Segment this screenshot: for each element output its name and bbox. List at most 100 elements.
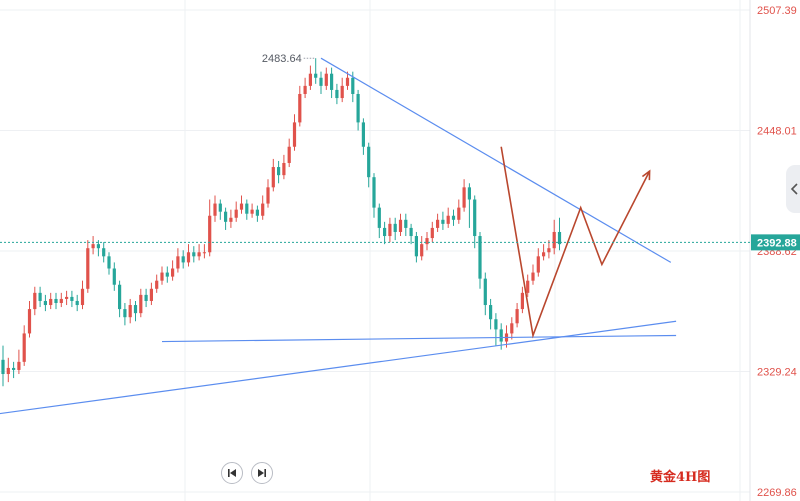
candle-3 bbox=[17, 349, 21, 375]
candle-body-17 bbox=[91, 244, 95, 249]
candle-body-84 bbox=[446, 215, 450, 224]
candle-16 bbox=[86, 240, 90, 293]
candle-body-105 bbox=[557, 231, 562, 245]
candle-body-49 bbox=[261, 203, 265, 216]
candle-92 bbox=[489, 298, 493, 330]
candle-body-5 bbox=[27, 309, 32, 334]
candle-17 bbox=[91, 236, 95, 255]
candle-101 bbox=[536, 248, 540, 277]
skip-back-icon bbox=[228, 469, 236, 477]
high-marker: 2483.64 bbox=[262, 53, 316, 65]
y-tick-label-1: 2448.01 bbox=[757, 125, 797, 137]
candle-body-100 bbox=[531, 272, 535, 281]
candle-98 bbox=[520, 286, 524, 314]
candle-body-18 bbox=[96, 244, 100, 249]
candle-body-4 bbox=[22, 333, 26, 362]
candle-89 bbox=[473, 195, 477, 249]
candle-body-79 bbox=[420, 244, 424, 257]
candle-body-45 bbox=[239, 203, 244, 210]
candle-69 bbox=[367, 142, 371, 188]
projection-arrowhead bbox=[641, 169, 651, 181]
candle-body-31 bbox=[165, 272, 169, 277]
y-tick-label-3: 2329.24 bbox=[757, 367, 797, 379]
candle-body-88 bbox=[467, 187, 471, 200]
candle-65 bbox=[345, 71, 350, 90]
candle-body-19 bbox=[102, 248, 106, 257]
candle-body-37 bbox=[197, 252, 201, 257]
candle-70 bbox=[372, 173, 376, 218]
candle-6 bbox=[33, 286, 37, 316]
candle-53 bbox=[282, 154, 286, 180]
candle-10 bbox=[54, 292, 58, 310]
candle-body-0 bbox=[1, 359, 5, 375]
last-price-marker: 2392.88 bbox=[0, 234, 800, 251]
last-price-badge bbox=[751, 234, 800, 251]
candle-body-16 bbox=[86, 248, 90, 289]
candle-72 bbox=[383, 221, 387, 245]
candle-59 bbox=[314, 58, 318, 84]
candle-45 bbox=[239, 195, 244, 214]
last-price-value: 2392.88 bbox=[757, 237, 797, 249]
candle-93 bbox=[494, 313, 498, 346]
candle-body-70 bbox=[372, 177, 376, 208]
candle-47 bbox=[250, 203, 254, 218]
candle-74 bbox=[393, 217, 397, 241]
candle-73 bbox=[388, 217, 392, 243]
candle-body-60 bbox=[319, 77, 323, 86]
candle-body-83 bbox=[441, 219, 445, 224]
candle-body-78 bbox=[414, 236, 418, 257]
candle-14 bbox=[75, 294, 79, 312]
scroll-back-button[interactable] bbox=[221, 462, 243, 484]
candle-body-98 bbox=[520, 292, 524, 310]
candle-57 bbox=[303, 77, 307, 99]
candle-body-21 bbox=[112, 268, 116, 285]
candle-body-59 bbox=[314, 73, 318, 78]
candle-25 bbox=[133, 300, 138, 322]
candle-90 bbox=[478, 231, 482, 289]
trendline-1 bbox=[0, 320, 677, 415]
candle-body-43 bbox=[229, 217, 233, 222]
candle-body-28 bbox=[149, 288, 153, 301]
candle-34 bbox=[181, 250, 185, 269]
candle-103 bbox=[547, 240, 551, 259]
candle-91 bbox=[483, 272, 487, 316]
candle-body-2 bbox=[12, 367, 16, 370]
candle-11 bbox=[59, 292, 63, 308]
candle-body-65 bbox=[345, 77, 350, 86]
candle-30 bbox=[160, 266, 164, 285]
candle-56 bbox=[298, 85, 302, 127]
chevron-left-icon bbox=[790, 183, 798, 195]
candle-body-97 bbox=[515, 309, 519, 324]
candle-21 bbox=[112, 262, 116, 291]
candle-87 bbox=[462, 179, 466, 212]
candle-18 bbox=[96, 240, 100, 257]
y-tick-label-0: 2507.39 bbox=[757, 5, 797, 17]
side-panel-toggle[interactable] bbox=[786, 165, 800, 213]
candle-58 bbox=[308, 65, 312, 90]
candle-48 bbox=[255, 205, 259, 222]
candle-61 bbox=[324, 67, 328, 90]
candle-60 bbox=[319, 71, 323, 94]
candle-42 bbox=[224, 207, 228, 230]
candle-body-56 bbox=[298, 93, 302, 123]
candle-54 bbox=[287, 138, 291, 168]
candle-body-102 bbox=[542, 252, 546, 257]
candle-body-101 bbox=[536, 256, 540, 273]
projection-line bbox=[500, 146, 651, 339]
candle-105 bbox=[557, 217, 562, 251]
trendlines bbox=[0, 57, 677, 415]
candle-body-75 bbox=[398, 219, 403, 232]
candle-99 bbox=[526, 274, 530, 297]
candle-body-39 bbox=[208, 215, 212, 253]
candle-body-27 bbox=[144, 294, 148, 301]
candle-body-85 bbox=[451, 215, 456, 220]
candle-33 bbox=[176, 248, 180, 273]
candle-43 bbox=[229, 209, 233, 228]
candle-body-26 bbox=[139, 294, 143, 314]
candle-100 bbox=[531, 264, 535, 285]
candle-8 bbox=[43, 294, 47, 312]
candle-body-77 bbox=[409, 227, 413, 237]
scroll-forward-button[interactable] bbox=[251, 462, 273, 484]
candle-81 bbox=[430, 221, 434, 243]
